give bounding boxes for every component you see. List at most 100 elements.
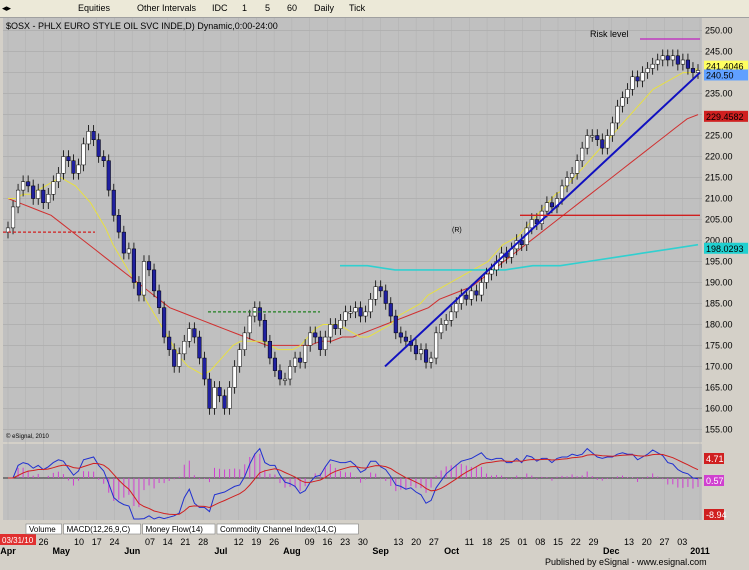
candle-body <box>267 340 272 359</box>
candle-body <box>444 320 449 325</box>
candle-body <box>51 181 56 195</box>
candle-body <box>675 55 680 65</box>
price-tick-label: 170.00 <box>705 361 733 371</box>
candle-body <box>565 177 570 187</box>
candle-body <box>303 345 308 363</box>
price-panel <box>3 18 702 442</box>
indicator-tab[interactable] <box>142 523 216 535</box>
interval-daily[interactable]: Daily <box>314 3 335 13</box>
candle-body <box>655 59 660 65</box>
candle-body <box>660 55 665 61</box>
indicator-tab-label: Volume <box>29 525 56 534</box>
candle-body <box>479 282 484 296</box>
last-price-label: 240.50 <box>706 70 734 80</box>
candle-body <box>418 349 424 355</box>
candle-body <box>96 139 101 157</box>
candle-body <box>61 156 66 174</box>
copyright-label: © eSignal, 2010 <box>6 433 49 440</box>
candle-body <box>338 320 343 329</box>
time-tick-label: 27 <box>660 537 670 547</box>
last-price-label-box <box>704 69 748 81</box>
candle-body <box>474 290 479 296</box>
interval-tick[interactable]: Tick <box>349 3 366 13</box>
interval-5[interactable]: 5 <box>265 3 271 13</box>
candle-body <box>665 55 670 61</box>
time-tick-label: 25 <box>500 537 510 547</box>
candle-body <box>313 332 318 338</box>
chart-title: $OSX - PHLX EURO STYLE OIL SVC INDE,D) D… <box>6 21 278 31</box>
indicator-tab[interactable] <box>63 523 141 535</box>
candle-body <box>212 387 217 409</box>
interval-1[interactable]: 1 <box>242 3 248 13</box>
macd-value-label-box <box>704 453 724 464</box>
candle-body <box>585 135 590 149</box>
candle-body <box>650 63 655 69</box>
candle-body <box>469 290 474 300</box>
candle-body <box>605 135 610 149</box>
candle-body <box>393 315 398 334</box>
price-tick-label: 205.00 <box>705 215 733 225</box>
time-tick-label: Jun <box>124 546 140 556</box>
candle-body <box>21 181 26 191</box>
macd-value-label: 4.71 <box>706 454 724 464</box>
candle-body <box>141 261 147 296</box>
time-tick-label: 20 <box>411 537 421 547</box>
time-tick-label: 14 <box>163 537 173 547</box>
time-tick-label: Sep <box>372 546 389 556</box>
candle-body <box>323 336 328 350</box>
candle-body <box>46 194 51 203</box>
candle-body <box>172 349 177 367</box>
price-tick-label: 210.00 <box>705 194 733 204</box>
ma50-label: 198.0293 <box>706 244 744 254</box>
candle-body <box>237 349 242 367</box>
ma50-line <box>340 243 699 271</box>
candle-body <box>56 173 61 182</box>
candle-body <box>449 311 454 321</box>
candle-body <box>121 231 126 254</box>
time-tick-label: 29 <box>589 537 599 547</box>
price-tick-label: 225.00 <box>705 131 733 141</box>
equities-menu[interactable]: Equities <box>78 3 111 13</box>
time-tick-label: 26 <box>38 537 48 547</box>
time-tick-label: Aug <box>283 546 301 556</box>
price-tick-label: 200.00 <box>705 235 733 245</box>
candle-body <box>86 131 91 145</box>
ma50-label-box <box>704 242 748 254</box>
candle-body <box>136 282 141 296</box>
macd-signal-line <box>8 453 699 516</box>
price-tick-label: 180.00 <box>705 319 733 329</box>
candle-body <box>454 303 459 313</box>
price-tick-label: 215.00 <box>705 173 733 183</box>
price-tick-label: 245.00 <box>705 47 733 57</box>
candle-body <box>146 261 152 271</box>
interval-idc[interactable]: IDC <box>212 3 228 13</box>
candle-body <box>685 59 690 69</box>
candle-body <box>464 294 469 300</box>
candle-body <box>31 185 36 199</box>
candle-body <box>81 143 86 166</box>
price-tick-label: 250.00 <box>705 26 733 36</box>
candle-body <box>262 320 267 342</box>
candle-body <box>192 328 197 338</box>
price-tick-label: 160.00 <box>705 403 733 413</box>
time-tick-label: May <box>52 546 70 556</box>
indicator-tab-label: MACD(12,26,9,C) <box>67 525 131 534</box>
interval-60[interactable]: 60 <box>287 3 298 13</box>
candle-body <box>26 181 31 187</box>
candle-body <box>272 357 277 371</box>
other-intervals-menu[interactable]: Other Intervals <box>137 3 197 13</box>
time-tick-label: Oct <box>444 546 459 556</box>
candle-body <box>680 59 685 65</box>
candle-body <box>187 328 192 342</box>
indicator-tab[interactable] <box>25 523 62 535</box>
candle-body <box>217 387 222 397</box>
candle-body <box>383 290 388 304</box>
candle-body <box>131 248 136 283</box>
macd-low-label-box <box>704 509 724 520</box>
toolbar-arrow-icon[interactable]: ◂▸ <box>2 3 12 13</box>
time-tick-label: 08 <box>535 537 545 547</box>
indicator-tab[interactable] <box>216 523 359 535</box>
price-tick-label: 220.00 <box>705 152 733 162</box>
candle-body <box>36 189 41 199</box>
candle-body <box>489 269 494 275</box>
